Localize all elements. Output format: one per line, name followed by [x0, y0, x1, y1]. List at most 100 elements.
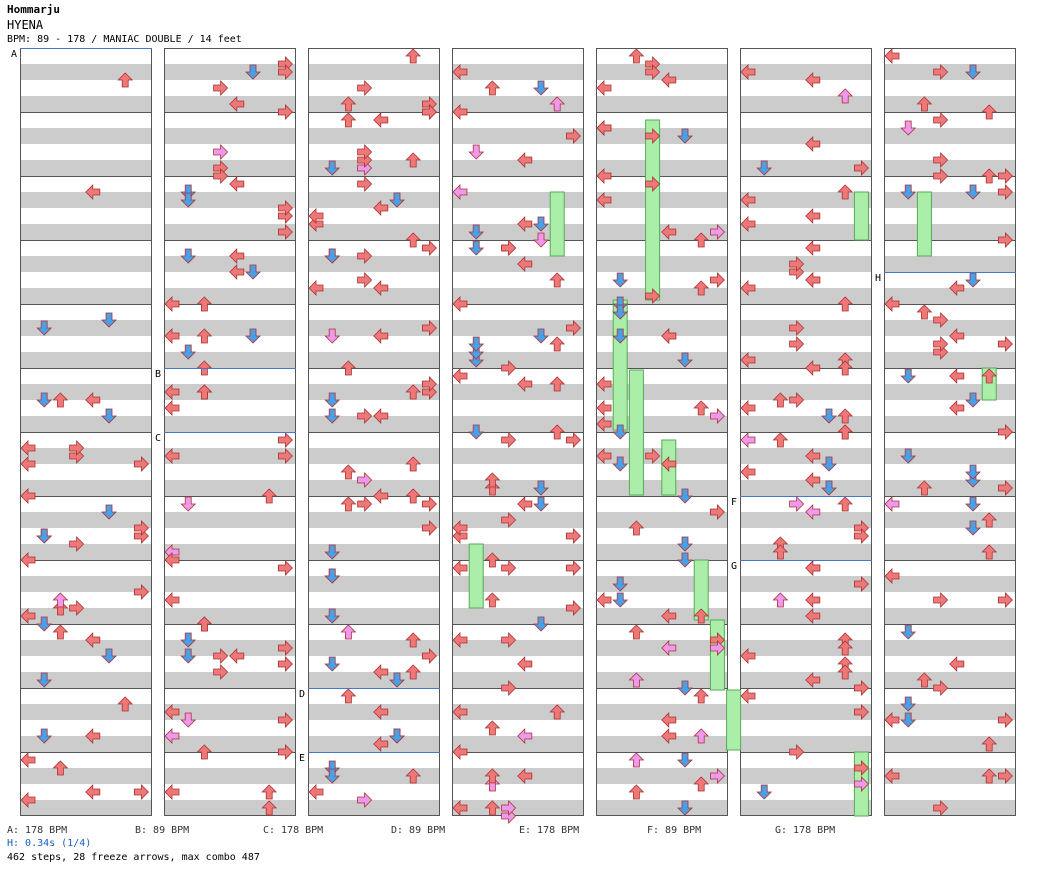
step-arrow: [533, 480, 549, 496]
step-arrow: [36, 616, 53, 632]
beat-stripe: [308, 320, 440, 336]
step-arrow: [196, 616, 213, 632]
bpm-legend-item: C: 178 BPM: [263, 825, 324, 836]
step-arrow: [596, 416, 612, 432]
step-arrow: [645, 128, 661, 144]
step-arrow: [164, 784, 180, 800]
step-arrow: [981, 168, 998, 184]
step-arrow: [421, 240, 437, 256]
step-arrow: [324, 544, 341, 560]
step-arrow: [229, 264, 245, 280]
step-arrow: [213, 648, 229, 664]
step-arrow: [949, 400, 965, 416]
freeze-arrow: [628, 369, 644, 496]
freeze-arrow: [549, 191, 565, 257]
step-arrow: [645, 288, 661, 304]
beat-stripe: [596, 800, 728, 816]
step-arrow: [805, 208, 821, 224]
step-arrow: [805, 672, 821, 688]
beat-stripe: [308, 288, 440, 304]
beat-stripe: [884, 448, 1016, 464]
step-arrow: [405, 488, 422, 504]
step-arrow: [677, 352, 693, 368]
step-arrow: [213, 80, 229, 96]
step-arrow: [357, 496, 373, 512]
step-arrow: [981, 104, 998, 120]
beat-stripe: [308, 608, 440, 624]
beat-stripe: [884, 320, 1016, 336]
artist-name: Hommarju: [7, 3, 60, 16]
step-arrow: [196, 744, 213, 760]
column-border: [740, 48, 872, 816]
bpm-marker-label: H: [875, 273, 881, 284]
chart-column: [596, 48, 728, 816]
step-arrow: [501, 680, 517, 696]
step-arrow: [854, 528, 869, 544]
step-arrow: [772, 432, 789, 448]
beat-stripe: [452, 288, 584, 304]
step-arrow: [340, 360, 357, 376]
step-arrow: [837, 296, 854, 312]
step-arrow: [998, 712, 1013, 728]
step-arrow: [324, 768, 341, 784]
beat-stripe: [884, 288, 1016, 304]
step-arrow: [36, 528, 53, 544]
step-arrow: [533, 216, 549, 232]
step-arrow: [69, 536, 85, 552]
step-arrow: [933, 152, 949, 168]
step-arrow: [36, 728, 53, 744]
bpm-legend-item: F: 89 BPM: [647, 825, 702, 836]
beat-stripe: [20, 256, 152, 272]
chart-stats: 462 steps, 28 freeze arrows, max combo 4…: [7, 852, 260, 863]
step-arrow: [164, 728, 180, 744]
beat-stripe: [740, 384, 872, 400]
beat-stripe: [308, 640, 440, 656]
step-arrow: [900, 624, 917, 640]
step-arrow: [533, 496, 549, 512]
step-arrow: [933, 336, 949, 352]
step-arrow: [965, 184, 981, 200]
beat-stripe: [308, 160, 440, 176]
step-arrow: [596, 592, 612, 608]
step-arrow: [308, 280, 324, 296]
step-arrow: [389, 192, 405, 208]
beat-stripe: [596, 160, 728, 176]
step-arrow: [340, 624, 357, 640]
freeze-arrow: [853, 191, 869, 241]
step-arrow: [229, 176, 245, 192]
step-arrow: [501, 240, 517, 256]
step-arrow: [340, 496, 357, 512]
bpm-marker-label: G: [731, 561, 737, 572]
bpm-marker-label: A: [11, 49, 17, 60]
step-arrow: [661, 72, 677, 88]
step-arrow: [549, 424, 566, 440]
beat-stripe: [452, 416, 584, 432]
beat-stripe: [452, 128, 584, 144]
step-arrow: [854, 160, 869, 176]
beat-stripe: [20, 480, 152, 496]
beat-stripe: [308, 256, 440, 272]
beat-stripe: [596, 288, 728, 304]
beat-stripe: [308, 192, 440, 208]
step-arrow: [308, 208, 324, 224]
beat-stripe: [308, 352, 440, 368]
step-arrow: [357, 144, 373, 160]
step-arrow: [965, 64, 981, 80]
step-arrow: [805, 448, 821, 464]
beat-stripe: [884, 608, 1016, 624]
step-arrow: [180, 184, 197, 200]
step-arrow: [36, 672, 53, 688]
step-arrow: [740, 464, 756, 480]
step-arrow: [484, 80, 501, 96]
step-arrow: [85, 632, 101, 648]
step-arrow: [373, 112, 389, 128]
beat-stripe: [164, 384, 296, 400]
beat-stripe: [20, 704, 152, 720]
step-arrow: [677, 536, 693, 552]
step-arrow: [196, 296, 213, 312]
step-arrow: [854, 760, 869, 776]
step-arrow: [180, 712, 197, 728]
step-arrow: [756, 160, 773, 176]
beat-stripe: [164, 448, 296, 464]
step-arrow: [900, 368, 917, 384]
